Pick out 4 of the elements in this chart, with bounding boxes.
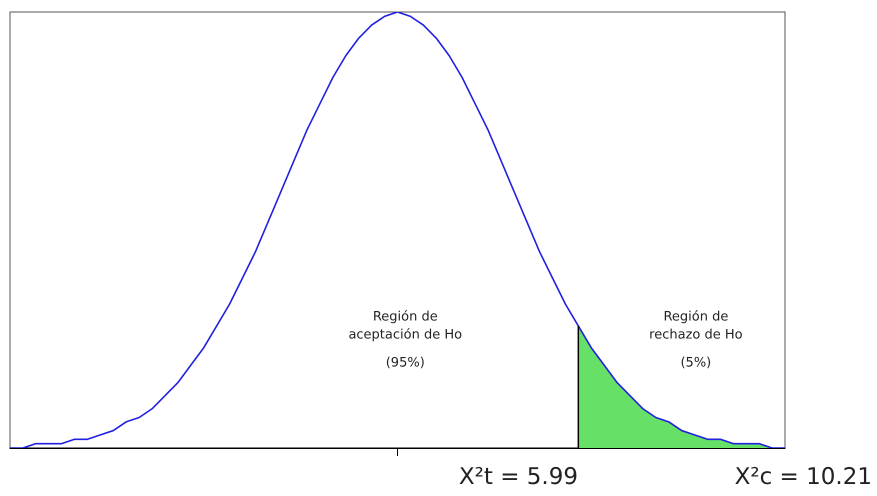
text: X²t = 5.99 (458, 464, 578, 490)
text: X²c = 10.21 (734, 464, 872, 490)
annotation: Región de aceptación de Ho (95%) (348, 310, 462, 371)
annotation: Región de rechazo de Ho (5%) (649, 310, 743, 371)
